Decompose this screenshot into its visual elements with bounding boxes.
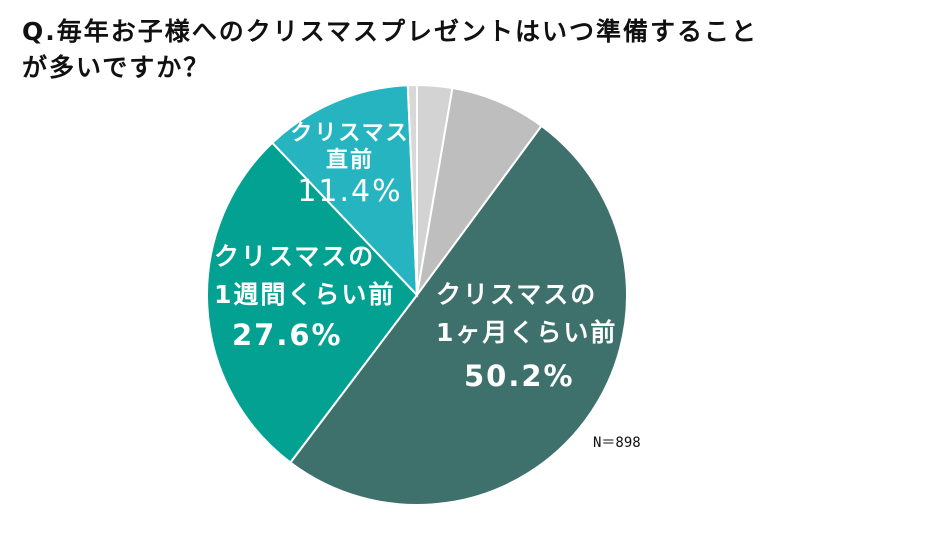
pie-slice xyxy=(270,84,419,298)
label-just-before-line1: クリスマス xyxy=(290,121,410,146)
label-month-before-line1: クリスマスの xyxy=(436,280,598,309)
sample-size-label: N＝898 xyxy=(593,435,641,451)
label-month-before: クリスマスの 1ヶ月くらい前 50.2% xyxy=(436,276,636,400)
pie-slice xyxy=(206,141,419,464)
label-just-before-line2: 直前 xyxy=(325,148,374,173)
pie-slice xyxy=(416,86,543,296)
label-week-before-line1: クリスマスの xyxy=(214,242,376,271)
label-week-before-line2: 1週間くらい前 xyxy=(214,280,396,309)
label-week-before-value: 27.6% xyxy=(232,318,343,352)
label-month-before-value: 50.2% xyxy=(464,359,575,393)
pie-slice xyxy=(406,83,418,296)
label-week-before: クリスマスの 1週間くらい前 27.6% xyxy=(214,238,404,356)
chart-title-line2: が多いですか？ xyxy=(22,53,211,82)
label-month-before-line2: 1ヶ月くらい前 xyxy=(436,318,618,347)
label-just-before: クリスマス 直前 11.4% xyxy=(280,120,420,210)
label-just-before-value: 11.4% xyxy=(297,174,403,209)
pie-slice xyxy=(288,124,628,506)
chart-title-line1: Q.毎年お子様へのクリスマスプレゼントはいつ準備すること xyxy=(22,17,759,46)
chart-title: Q.毎年お子様へのクリスマスプレゼントはいつ準備すること が多いですか？ xyxy=(22,14,922,86)
